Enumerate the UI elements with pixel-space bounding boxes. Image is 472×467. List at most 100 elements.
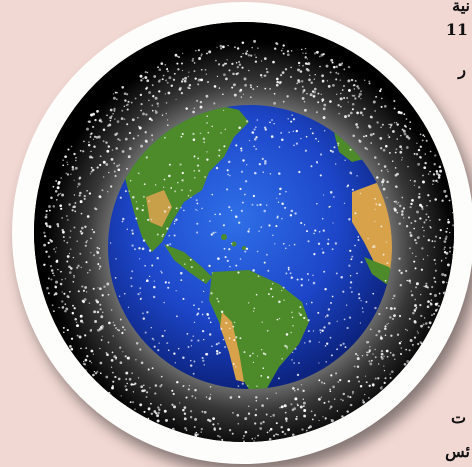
debris-particle	[413, 227, 416, 230]
debris-particle	[258, 163, 262, 166]
debris-particle	[244, 193, 246, 196]
debris-particle	[238, 63, 242, 66]
debris-particle	[92, 230, 96, 234]
debris-particle	[320, 381, 324, 384]
debris-particle	[184, 76, 188, 80]
debris-particle	[290, 66, 292, 69]
debris-particle	[163, 210, 167, 213]
debris-particle	[422, 323, 425, 326]
debris-particle	[342, 342, 345, 345]
debris-particle	[347, 184, 350, 187]
debris-particle	[113, 162, 116, 165]
debris-particle	[371, 117, 373, 119]
debris-particle	[206, 115, 208, 117]
debris-particle	[285, 419, 288, 423]
debris-particle	[429, 219, 431, 222]
debris-particle	[211, 345, 213, 347]
debris-particle	[445, 235, 448, 238]
debris-particle	[187, 75, 189, 78]
debris-particle	[228, 429, 232, 432]
debris-particle	[284, 206, 287, 209]
central-america	[164, 244, 212, 284]
debris-particle	[109, 108, 113, 112]
debris-particle	[97, 135, 101, 139]
debris-particle	[438, 218, 441, 221]
debris-particle	[268, 437, 272, 441]
debris-particle	[298, 312, 301, 315]
debris-particle	[202, 290, 205, 293]
debris-particle	[97, 287, 99, 289]
debris-particle	[443, 240, 447, 243]
debris-particle	[361, 307, 364, 309]
debris-particle	[393, 122, 396, 124]
debris-particle	[96, 246, 99, 249]
debris-particle	[213, 102, 216, 105]
debris-particle	[193, 170, 196, 172]
debris-particle	[374, 348, 376, 351]
debris-particle	[128, 147, 132, 151]
debris-particle	[157, 411, 160, 415]
debris-particle	[77, 264, 80, 268]
debris-particle	[173, 352, 176, 355]
debris-particle	[351, 188, 354, 191]
debris-particle	[125, 378, 128, 380]
debris-particle	[421, 226, 424, 228]
debris-particle	[259, 427, 263, 430]
debris-particle	[107, 293, 110, 296]
debris-particle	[391, 317, 395, 320]
debris-particle	[393, 314, 396, 317]
debris-particle	[409, 282, 412, 284]
debris-particle	[326, 242, 330, 245]
debris-particle	[237, 385, 240, 387]
debris-particle	[386, 323, 388, 326]
debris-particle	[289, 75, 293, 79]
debris-particle	[83, 360, 85, 363]
debris-particle	[431, 314, 433, 317]
debris-particle	[181, 78, 185, 81]
debris-particle	[69, 230, 72, 232]
debris-particle	[215, 349, 219, 353]
debris-particle	[435, 172, 439, 176]
debris-particle	[190, 266, 193, 269]
debris-particle	[424, 153, 427, 155]
debris-particle	[200, 427, 203, 431]
debris-particle	[74, 210, 77, 213]
debris-particle	[446, 227, 448, 230]
debris-particle	[344, 346, 347, 349]
debris-particle	[269, 121, 271, 124]
debris-particle	[188, 71, 190, 73]
debris-particle	[306, 272, 309, 276]
debris-particle	[177, 55, 179, 58]
debris-particle	[330, 58, 334, 62]
debris-particle	[383, 355, 385, 358]
debris-particle	[422, 180, 425, 183]
debris-particle	[163, 409, 167, 413]
debris-particle	[159, 385, 162, 388]
debris-particle	[148, 99, 150, 102]
debris-particle	[66, 241, 69, 244]
debris-particle	[394, 167, 397, 169]
debris-particle	[320, 93, 322, 95]
debris-particle	[140, 297, 142, 300]
debris-particle	[244, 83, 248, 87]
debris-particle	[446, 263, 450, 267]
debris-particle	[242, 437, 244, 439]
debris-particle	[228, 69, 231, 72]
debris-particle	[280, 132, 282, 134]
debris-particle	[322, 229, 325, 232]
debris-particle	[291, 408, 295, 412]
debris-particle	[57, 193, 60, 196]
debris-particle	[283, 299, 285, 301]
debris-particle	[415, 255, 417, 258]
debris-particle	[101, 294, 104, 297]
debris-particle	[73, 152, 76, 156]
debris-particle	[148, 275, 151, 278]
debris-particle	[282, 52, 285, 55]
debris-particle	[119, 346, 122, 349]
debris-particle	[264, 162, 267, 165]
text-fragment: نية	[452, 0, 470, 15]
debris-particle	[287, 428, 290, 432]
debris-particle	[166, 119, 169, 121]
debris-particle	[254, 126, 257, 129]
debris-particle	[279, 407, 281, 409]
